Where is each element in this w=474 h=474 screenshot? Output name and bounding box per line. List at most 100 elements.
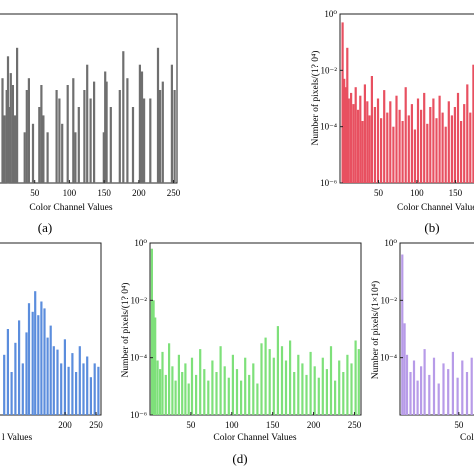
bar [413, 129, 416, 183]
bar [280, 346, 284, 415]
x-tick-label: 150 [266, 420, 280, 430]
bar [389, 101, 392, 183]
bar [27, 303, 31, 415]
bar [392, 126, 395, 183]
bar [18, 320, 21, 415]
bar [401, 254, 404, 415]
bar [466, 84, 469, 183]
bar [456, 92, 460, 183]
bar [359, 95, 362, 183]
bar [149, 98, 152, 183]
bar [313, 366, 316, 415]
panel-d: 10⁰ 10⁻² 10⁻⁴ 10⁻⁶ 50 100 150 200 250 Number of… [120, 238, 362, 466]
bar [252, 363, 255, 415]
y-tick-label: 10⁰ [324, 9, 337, 19]
bar [67, 366, 70, 415]
bar [368, 115, 371, 183]
bar [42, 115, 45, 183]
bar [297, 354, 300, 415]
bar [56, 349, 59, 415]
bar [161, 351, 164, 415]
panel-c-xlabel: l Values [2, 433, 32, 443]
bar [334, 380, 337, 415]
bar [77, 107, 80, 183]
bar [177, 354, 180, 415]
bar [438, 95, 441, 183]
panel-a-label: (a) [38, 220, 52, 235]
y-tick-label: 10⁻² [321, 65, 338, 75]
bar [31, 123, 35, 183]
bar [78, 346, 81, 415]
bar [373, 107, 376, 183]
bar [338, 360, 341, 415]
bar [395, 95, 398, 183]
panel-d-xlabel: Color Channel Values [213, 433, 297, 443]
bar [37, 315, 40, 415]
bar [3, 115, 6, 183]
bar [140, 71, 144, 183]
bar [74, 132, 77, 183]
bar [211, 360, 214, 415]
bar [27, 78, 30, 183]
bar [260, 343, 263, 415]
bar [104, 71, 107, 183]
bar [341, 22, 344, 184]
panel-a: 50 100 150 200 250 Color Channel Values (a) [0, 13, 181, 235]
panel-e-xlabel: Col [460, 433, 474, 443]
bar [435, 118, 438, 183]
bar [231, 354, 234, 415]
bar [426, 123, 429, 183]
bar [164, 374, 167, 415]
x-tick-label: 250 [167, 188, 181, 198]
y-tick-label: 10⁰ [384, 238, 397, 248]
bar [52, 346, 55, 415]
bar [465, 372, 469, 415]
bar [215, 372, 218, 415]
panel-a-bars [1, 47, 176, 184]
panel-b-ylabel: Number of pixels/(1? 0⁴) [310, 51, 321, 146]
bar [428, 374, 431, 415]
bar [181, 372, 184, 415]
panel-b-yticks: 10⁰ 10⁻² 10⁻⁴ 10⁻⁶ [320, 9, 343, 188]
bar [386, 112, 389, 183]
bar [25, 332, 28, 415]
bar [58, 98, 61, 183]
x-tick-label: 150 [449, 188, 463, 198]
bar [248, 374, 251, 415]
bar [16, 47, 19, 183]
bar [190, 357, 194, 415]
panel-d-yticks: 10⁰ 10⁻² 10⁻⁴ 10⁻⁶ [130, 238, 153, 420]
bar [357, 349, 360, 415]
bar [75, 372, 78, 415]
bar [401, 121, 404, 183]
bar [235, 369, 239, 415]
bar [305, 374, 308, 415]
bar [256, 383, 259, 415]
x-tick-label: 50 [374, 188, 384, 198]
bar [352, 104, 355, 183]
panel-e-frame [399, 242, 474, 416]
bar [244, 357, 247, 415]
bar [93, 81, 96, 183]
bar [86, 64, 89, 183]
bar [403, 323, 406, 415]
bar [154, 317, 157, 415]
bar [219, 346, 222, 415]
bar [463, 104, 466, 183]
y-tick-label: 10⁻⁶ [130, 410, 147, 420]
panel-c-bars [3, 291, 100, 415]
bar [325, 369, 328, 415]
panel-d-label: (d) [232, 451, 247, 466]
bar [40, 301, 43, 415]
bar [356, 109, 360, 183]
y-tick-label: 10⁻⁴ [320, 122, 337, 132]
bar [93, 363, 96, 415]
bar [412, 360, 416, 415]
panel-d-frame [149, 242, 362, 416]
bar [432, 357, 436, 415]
bar [416, 98, 420, 183]
bar [6, 56, 10, 184]
bar [5, 90, 8, 183]
